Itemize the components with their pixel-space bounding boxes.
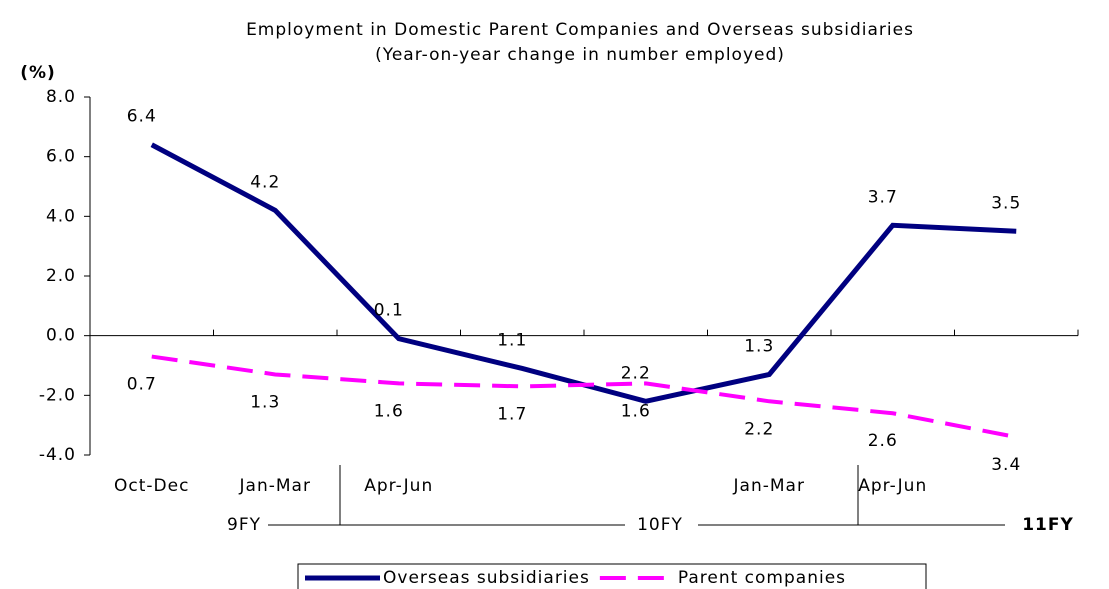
data-label: 4.2	[250, 172, 280, 192]
x-tick-label: Jan-Mar	[733, 476, 805, 496]
data-label: 2.2	[621, 363, 651, 383]
data-label: 3.4	[991, 455, 1021, 475]
x-tick-label: Apr-Jun	[364, 476, 433, 496]
data-label: 1.6	[374, 401, 404, 421]
y-tick-label: 4.0	[46, 206, 76, 226]
fy-label: 11FY	[1022, 515, 1074, 535]
data-label: 3.7	[868, 187, 898, 207]
y-tick-label: 6.0	[46, 147, 76, 167]
data-label: 1.3	[250, 392, 280, 412]
chart-subtitle: (Year-on-year change in number employed)	[375, 45, 785, 65]
fy-label: 9FY	[227, 515, 261, 535]
data-label: 1.6	[621, 401, 651, 421]
x-tick-label: Apr-Jun	[858, 476, 927, 496]
x-tick-label: Oct-Dec	[114, 476, 189, 496]
data-label: 1.3	[744, 336, 774, 356]
legend-label: Parent companies	[678, 568, 846, 588]
data-label: 3.5	[991, 193, 1021, 213]
y-tick-label: -4.0	[39, 445, 76, 465]
y-tick-label: 8.0	[46, 87, 76, 107]
y-tick-label: 2.0	[46, 266, 76, 286]
data-label: 6.4	[127, 107, 157, 127]
legend-box	[297, 563, 927, 589]
y-tick-label: -2.0	[39, 385, 76, 405]
fy-label: 10FY	[637, 515, 683, 535]
legend-label: Overseas subsidiaries	[383, 568, 590, 588]
data-label: 1.7	[497, 404, 527, 424]
x-tick-label: Jan-Mar	[239, 476, 311, 496]
y-axis-title: (%)	[20, 63, 56, 83]
data-label: 1.1	[497, 330, 527, 350]
y-tick-label: 0.0	[46, 326, 76, 346]
data-label: 2.6	[868, 431, 898, 451]
data-label: 2.2	[744, 419, 774, 439]
series-line	[150, 142, 1017, 404]
chart-title: Employment in Domestic Parent Companies …	[246, 20, 914, 40]
data-label: 0.1	[374, 301, 404, 321]
series-line	[151, 354, 1017, 440]
data-label: 0.7	[127, 375, 157, 395]
